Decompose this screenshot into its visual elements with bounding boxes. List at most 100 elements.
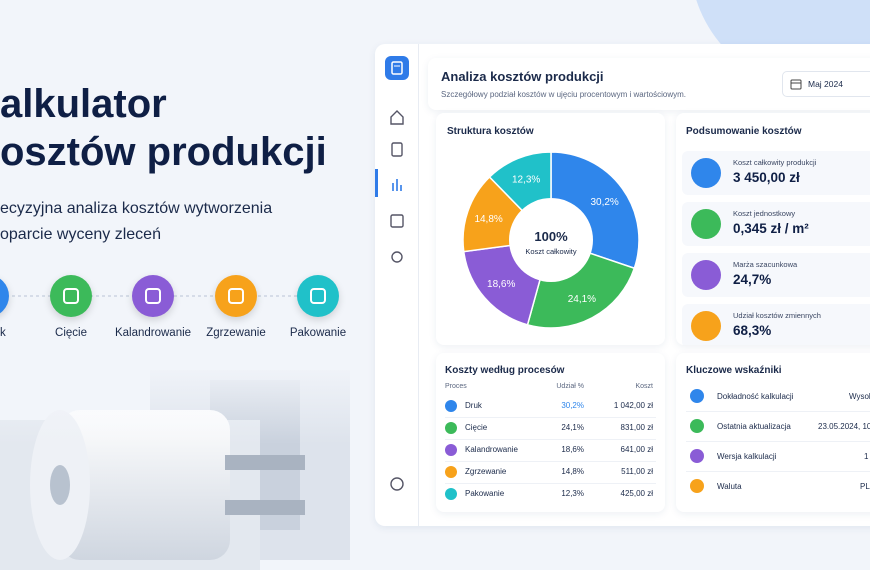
process-name: Druk: [465, 401, 482, 410]
process-share: 14,8%: [561, 467, 584, 476]
summary-value: 68,3%: [733, 323, 772, 338]
summary-value: 3 450,00 zł: [733, 170, 800, 185]
summary-item: Koszt całkowity produkcji 3 450,00 zł: [682, 151, 870, 195]
row-icon: [445, 488, 457, 500]
summary-value: 24,7%: [733, 272, 772, 287]
segment-label: 24,1%: [568, 294, 596, 305]
indicator-label: Ostatnia aktualizacja: [717, 422, 791, 431]
row-divider: [445, 483, 656, 484]
step-label: Cięcie: [55, 327, 87, 339]
step-glyph: [310, 288, 326, 304]
glyph: [63, 288, 79, 304]
header-title: Analiza kosztów produkcji: [441, 69, 604, 84]
indicator-value: 23.05.2024, 10:3: [818, 422, 870, 431]
step-icon: [215, 275, 257, 317]
row-icon: [445, 444, 457, 456]
period-picker[interactable]: Maj 2024: [782, 71, 870, 97]
indicator-label: Wersja kalkulacji: [717, 452, 777, 461]
summary-value: 0,345 zł / m²: [733, 221, 809, 236]
indicator-value: Wysok: [849, 392, 870, 401]
summary-item: Marża szacunkowa 24,7%: [682, 253, 870, 297]
donut-hole: [509, 198, 593, 282]
row-icon: [445, 400, 457, 412]
step-glyph: [145, 288, 161, 304]
step-label: k: [0, 327, 6, 339]
summary-label: Koszt całkowity produkcji: [733, 158, 817, 167]
process-cost: 641,00 zł: [620, 445, 653, 454]
segment-label: 12,3%: [512, 174, 540, 185]
sidebar-icons: [375, 110, 404, 491]
period-value: Maj 2024: [808, 79, 843, 89]
card-title: Struktura kosztów: [447, 126, 534, 137]
indicator-value: 1: [864, 452, 869, 461]
card-title: Podsumowanie kosztów: [686, 126, 802, 137]
summary-item: Koszt jednostkowy 0,345 zł / m²: [682, 202, 870, 246]
column-header: Koszt: [635, 383, 653, 390]
header-card: Analiza kosztów produkcji Szczegółowy po…: [428, 58, 870, 110]
indicator-value: PL: [860, 482, 870, 491]
process-cost: 511,00 zł: [621, 467, 653, 476]
segment-label: 30,2%: [590, 197, 618, 208]
column-header: Proces: [445, 383, 467, 390]
summary-label: Marża szacunkowa: [733, 260, 798, 269]
summary-card: Podsumowanie kosztów Koszt całkowity pro…: [676, 113, 870, 345]
summary-label: Koszt jednostkowy: [733, 209, 796, 218]
processes-card: Koszty według procesów Proces Udział % K…: [436, 353, 665, 512]
indicator-label: Dokładność kalkulacji: [717, 392, 794, 401]
segment-label: 14,8%: [474, 214, 502, 225]
process-cost: 1 042,00 zł: [613, 401, 653, 410]
row-icon: [445, 466, 457, 478]
glyph: [310, 288, 326, 304]
process-share: 18,6%: [561, 445, 584, 454]
hero-title-line: alkulator: [0, 82, 167, 126]
step-glyph: [63, 288, 79, 304]
row-divider: [686, 441, 870, 442]
indicator-icon: [690, 389, 704, 403]
step-label: Pakowanie: [289, 327, 347, 339]
step-icon: [50, 275, 92, 317]
summary-item: Udział kosztów zmiennych 68,3%: [682, 304, 870, 345]
app-logo: [385, 56, 409, 80]
segment-label: 18,6%: [487, 279, 515, 290]
glyph: [145, 288, 161, 304]
step-label: Zgrzewanie: [206, 327, 266, 339]
logo-icon: [391, 61, 403, 75]
process-name: Pakowanie: [465, 489, 505, 498]
column-header: Udział %: [556, 383, 584, 390]
step-glyph: [0, 275, 9, 317]
donut-chart: 30,2% 24,1% 18,6% 14,8% 12,3% 100% Koszt całko…: [462, 151, 640, 329]
summary-icon: [691, 260, 721, 290]
glyph: [228, 288, 244, 304]
indicator-icon: [690, 419, 704, 433]
indicator-label: Waluta: [717, 482, 742, 491]
step-icon: [297, 275, 339, 317]
process-name: Kalandrowanie: [465, 445, 518, 454]
process-share: 30,2%: [561, 401, 584, 410]
hero-subtitle-line: oparcie wyceny zleceń: [0, 226, 161, 243]
summary-icon: [691, 311, 721, 341]
row-divider: [445, 461, 656, 462]
process-name: Cięcie: [465, 423, 488, 432]
card-title: Kluczowe wskaźniki: [686, 365, 782, 376]
row-divider: [445, 439, 656, 440]
summary-icon: [691, 158, 721, 188]
process-share: 24,1%: [561, 423, 584, 432]
indicators-card: Kluczowe wskaźniki Dokładność kalkulacji…: [676, 353, 870, 512]
hero-subtitle-line: ecyzyjna analiza kosztów wytworzenia: [0, 200, 273, 217]
hero-title: alkulator osztów produkcji: [0, 80, 327, 176]
step-label: Kalandrowanie: [114, 327, 192, 339]
indicator-icon: [690, 479, 704, 493]
step-icon: [0, 275, 9, 317]
hero-title-line: osztów produkcji: [0, 130, 327, 174]
structure-card: Struktura kosztów 30,2% 24,1% 18,6% 14,8% 12…: [436, 113, 665, 345]
indicator-icon: [690, 449, 704, 463]
header-subtitle: Szczegółowy podział kosztów w ujęciu pro…: [441, 90, 686, 99]
hero-subtitle: ecyzyjna analiza kosztów wytworzenia opa…: [0, 196, 272, 248]
calendar-icon: [790, 79, 802, 90]
row-divider: [686, 471, 870, 472]
process-name: Zgrzewanie: [465, 467, 507, 476]
row-divider: [445, 417, 656, 418]
summary-label: Udział kosztów zmiennych: [733, 311, 821, 320]
process-share: 12,3%: [561, 489, 584, 498]
